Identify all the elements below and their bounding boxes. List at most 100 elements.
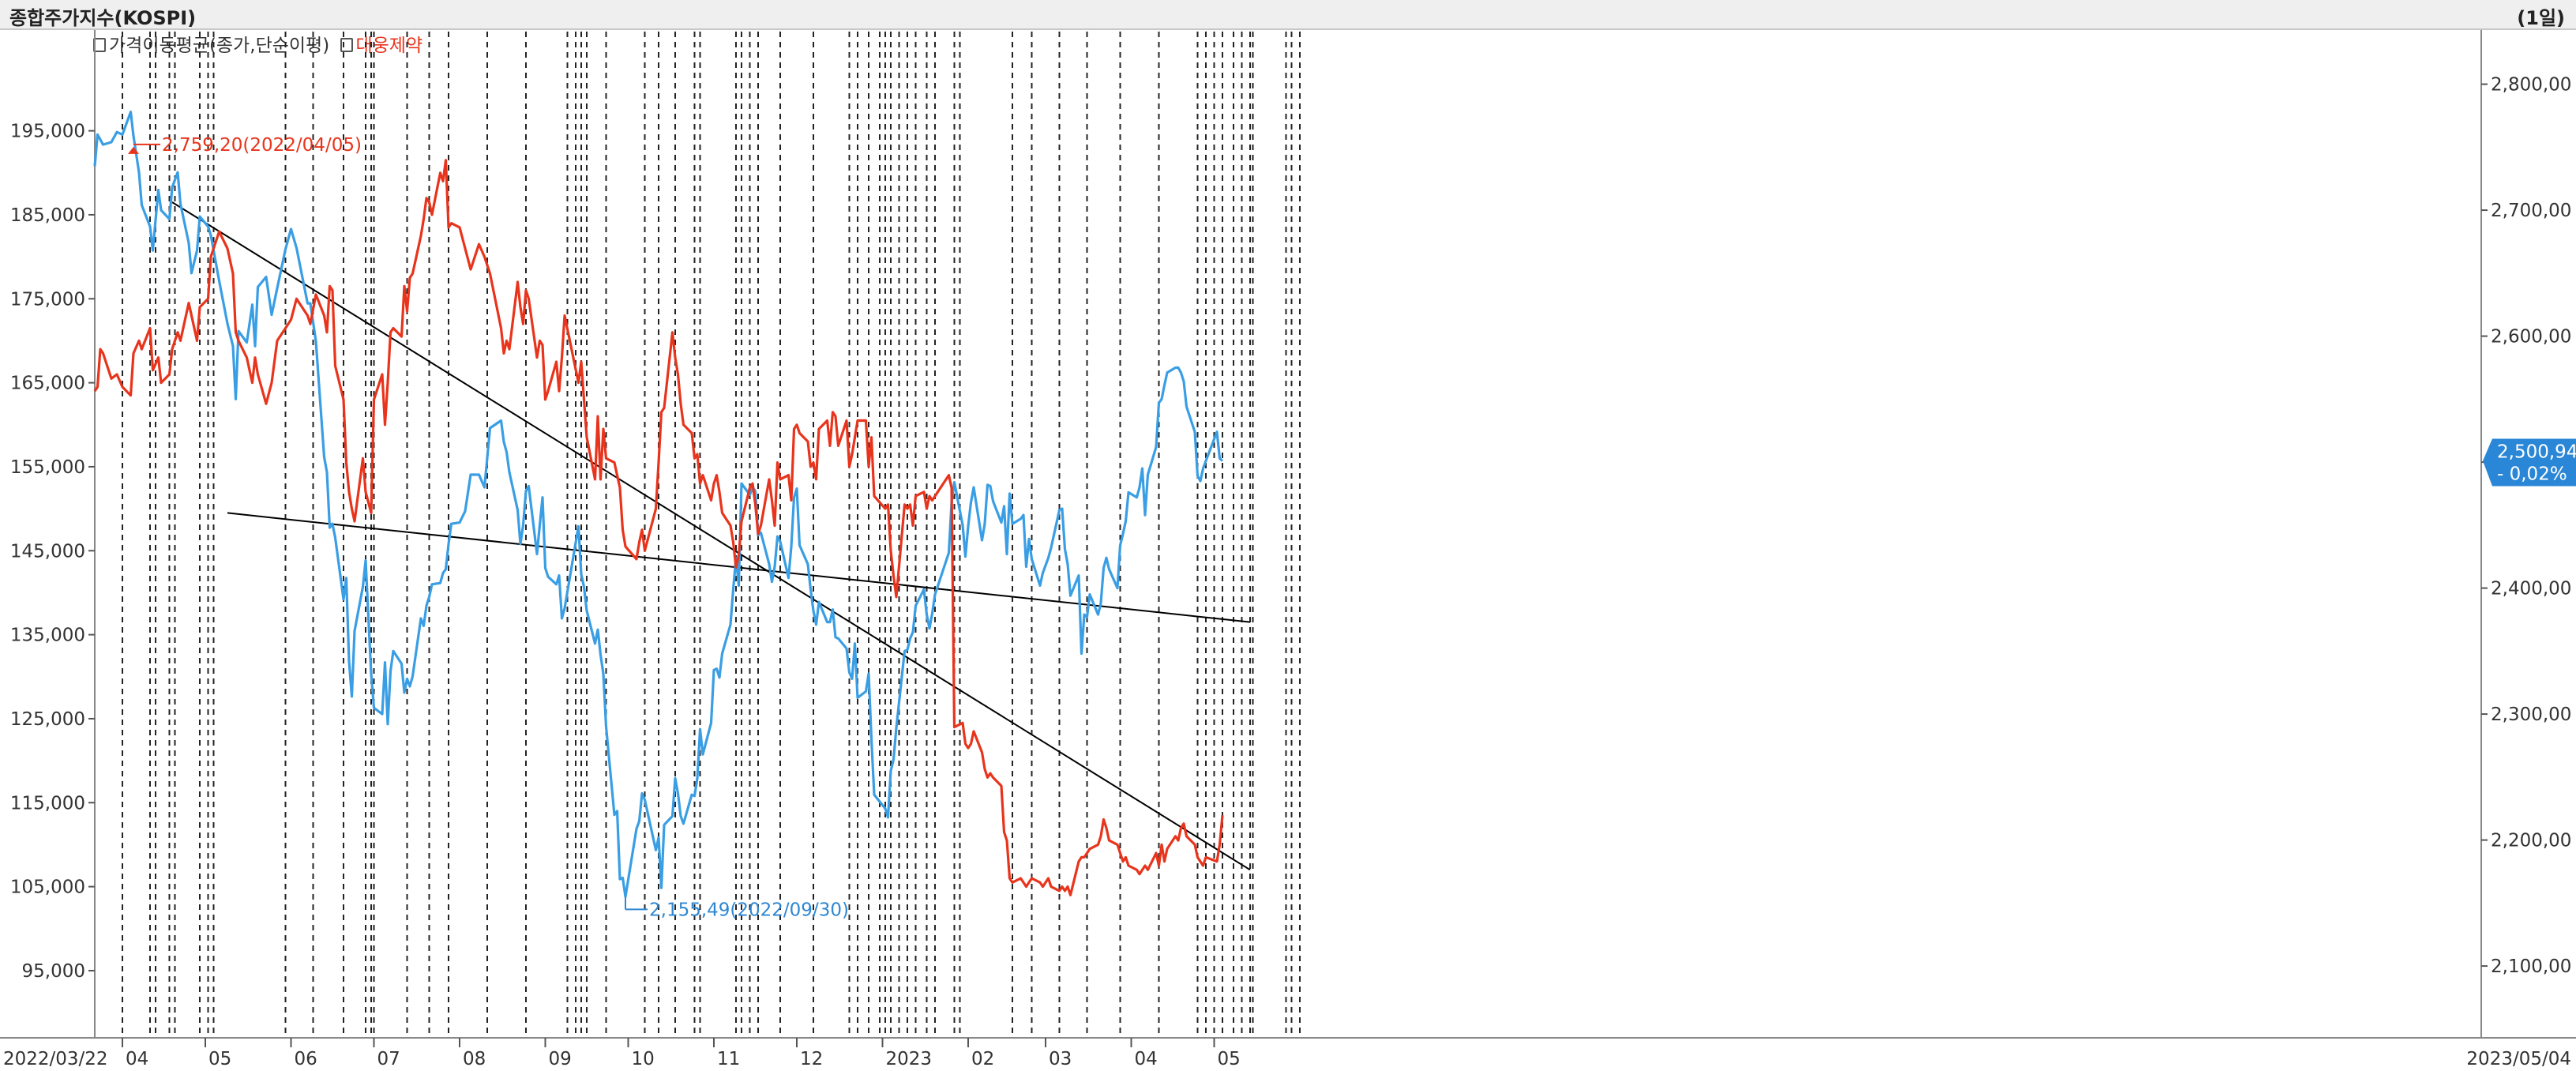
- kospi-point: [347, 660, 351, 663]
- stock-point: [1027, 881, 1031, 884]
- kospi-point: [983, 522, 986, 525]
- stock-point: [428, 201, 431, 204]
- kospi-point: [1215, 430, 1219, 434]
- x-tick-label: 04: [1135, 1049, 1158, 1069]
- kospi-point: [776, 535, 779, 538]
- kospi-point: [1097, 613, 1100, 616]
- legend-checkbox-icon[interactable]: [340, 38, 353, 52]
- kospi-point: [1160, 397, 1163, 400]
- stock-point: [329, 284, 332, 287]
- stock-point: [1097, 843, 1100, 846]
- kospi-point: [370, 672, 373, 675]
- left-tick-label: 95,000: [22, 961, 85, 982]
- stock-point: [406, 310, 409, 313]
- kospi-point: [718, 676, 721, 679]
- kospi-point: [845, 647, 848, 650]
- kospi-point: [270, 314, 273, 317]
- kospi-point: [795, 487, 798, 490]
- kospi-series: [93, 111, 1224, 899]
- stock-point: [209, 255, 212, 258]
- stock-point: [732, 541, 735, 544]
- stock-point: [657, 461, 660, 464]
- x-tick-label: 09: [549, 1049, 572, 1069]
- stock-point: [160, 381, 163, 385]
- kospi-point: [1069, 594, 1072, 597]
- stock-point: [400, 335, 404, 338]
- right-tick-label: 2,400,00: [2491, 579, 2571, 599]
- kospi-point: [1141, 467, 1144, 470]
- stock-point: [798, 431, 802, 434]
- stock-point: [1196, 855, 1200, 859]
- stock-point: [903, 503, 907, 506]
- legend-item-stock[interactable]: 대웅제약: [340, 30, 422, 57]
- kospi-point: [865, 690, 868, 693]
- stock-point: [795, 423, 798, 427]
- kospi-point: [992, 500, 995, 503]
- stock-point: [198, 306, 201, 309]
- kospi-point: [1020, 517, 1023, 520]
- legend-item-moving-average[interactable]: 가격이동평균(종가,단순이평): [93, 30, 329, 57]
- kospi-point: [1061, 507, 1064, 510]
- kospi-point: [137, 171, 141, 174]
- stock-point: [715, 474, 719, 477]
- stock-point: [693, 457, 697, 460]
- kospi-point: [577, 524, 580, 528]
- kospi-point: [295, 246, 299, 250]
- kospi-point: [638, 820, 641, 823]
- stock-point: [353, 520, 356, 523]
- right-tick-label: 2,600,00: [2491, 327, 2571, 348]
- stock-point: [1127, 864, 1130, 867]
- kospi-point: [505, 450, 509, 453]
- kospi-point: [1003, 505, 1006, 508]
- stock-point: [776, 461, 779, 464]
- stock-point: [505, 339, 509, 342]
- stock-point: [386, 381, 389, 385]
- kospi-point: [895, 727, 898, 730]
- kospi-point: [773, 566, 776, 569]
- kospi-point: [1025, 566, 1028, 569]
- stock-point: [1199, 860, 1202, 863]
- stock-point: [489, 272, 492, 275]
- kospi-point: [524, 490, 528, 493]
- stock-point: [558, 389, 561, 393]
- stock-point: [1086, 851, 1089, 855]
- stock-point: [992, 776, 995, 779]
- kospi-point: [989, 484, 992, 487]
- kospi-point: [834, 636, 837, 639]
- kospi-point: [1077, 574, 1080, 577]
- stock-point: [1174, 835, 1177, 838]
- kospi-point: [854, 642, 857, 645]
- kospi-point: [1038, 584, 1042, 587]
- stock-point: [96, 385, 100, 389]
- stock-point: [439, 171, 442, 175]
- stock-point: [544, 398, 547, 401]
- kospi-point: [1196, 475, 1200, 478]
- stock-point: [914, 494, 918, 498]
- stock-point: [1121, 860, 1125, 863]
- kospi-point: [663, 823, 666, 826]
- stock-point: [806, 440, 809, 443]
- kospi-point: [771, 581, 774, 584]
- stock-point: [1061, 885, 1064, 889]
- stock-point: [364, 490, 367, 494]
- kospi-point: [837, 637, 840, 640]
- stock-point: [674, 356, 677, 359]
- chart-title: 종합주가지수(KOSPI): [9, 7, 197, 29]
- stock-point: [1069, 893, 1072, 896]
- stock-point: [130, 394, 133, 397]
- interval-label[interactable]: (1일): [2517, 7, 2565, 29]
- stock-point: [528, 297, 531, 300]
- stock-point: [618, 487, 621, 490]
- kospi-point: [817, 600, 820, 603]
- kospi-point: [132, 134, 135, 137]
- kospi-point: [892, 758, 896, 761]
- stock-point: [638, 541, 641, 544]
- stock-point: [986, 776, 989, 779]
- stock-point: [168, 373, 171, 376]
- stock-point: [933, 494, 937, 498]
- stock-point: [1116, 843, 1119, 846]
- x-tick-label: 05: [1218, 1049, 1241, 1069]
- kospi-point: [1080, 652, 1083, 656]
- stock-point: [362, 457, 365, 460]
- max-marker-icon: [128, 146, 139, 154]
